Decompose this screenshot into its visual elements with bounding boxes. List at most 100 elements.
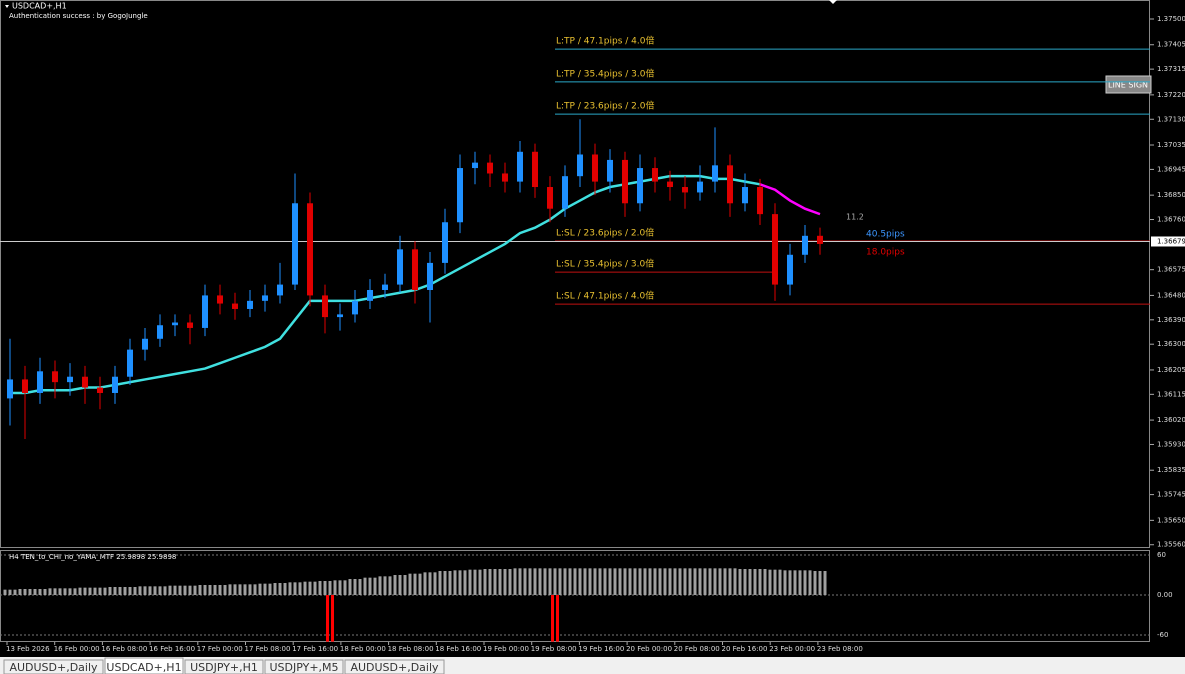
histogram-bar (3, 589, 7, 595)
histogram-bar (263, 583, 267, 595)
y-tick-label: 1.36760 (1157, 216, 1185, 224)
tab-label[interactable]: USDJPY+,M5 (269, 661, 338, 674)
level-label: L:TP / 47.1pips / 4.0倍 (556, 35, 654, 47)
candle-body (457, 168, 463, 223)
current-price-box (1151, 236, 1185, 247)
tab[interactable] (264, 659, 344, 674)
histogram-bar (333, 580, 337, 595)
sub-frame (0, 550, 1150, 642)
histogram-bar (153, 586, 157, 595)
candle-body (157, 325, 163, 339)
moving-average (759, 183, 821, 216)
candle-body (382, 284, 388, 290)
button-label[interactable]: LINE SIGN (1108, 81, 1148, 90)
x-tick-label: 20 Feb 08:00 (674, 645, 720, 653)
histogram-bar (823, 571, 827, 595)
histogram-bar (618, 568, 622, 595)
x-tick-label: 17 Feb 16:00 (292, 645, 338, 653)
histogram-bar (813, 571, 817, 595)
histogram-bar (438, 571, 442, 595)
line-sign-button[interactable] (1105, 75, 1152, 94)
histogram-bar (33, 589, 37, 595)
histogram-bar (463, 570, 467, 595)
level-label: L:TP / 23.6pips / 2.0倍 (556, 100, 654, 112)
histogram-bar (788, 570, 792, 595)
histogram-bar (218, 585, 222, 595)
symbol-label: USDCAD+,H1 (12, 2, 67, 11)
histogram-bar (383, 576, 387, 595)
histogram-bar (768, 569, 772, 595)
tab[interactable] (184, 659, 264, 674)
histogram-bar (278, 583, 282, 595)
candle-body (547, 187, 553, 209)
tab-label[interactable]: AUDUSD+,Daily (350, 661, 439, 674)
histogram-bar (283, 583, 287, 595)
histogram-bar (638, 568, 642, 595)
histogram-bar (298, 582, 302, 595)
histogram-bar (93, 587, 97, 595)
level-label: L:SL / 23.6pips / 2.0倍 (556, 226, 654, 238)
histogram-bar (228, 584, 232, 595)
histogram-bar (818, 571, 822, 595)
histogram-bar (793, 570, 797, 595)
y-tick-label: 1.36480 (1157, 291, 1185, 299)
tab-label[interactable]: USDCAD+,H1 (106, 661, 181, 674)
y-tick-label: 1.35745 (1157, 491, 1185, 499)
tab-label[interactable]: USDJPY+,H1 (190, 661, 258, 674)
histogram-bar (748, 569, 752, 595)
histogram-bar (378, 576, 382, 595)
candle-body (7, 379, 13, 399)
histogram-bar (178, 585, 182, 595)
y-tick-label: 1.36020 (1157, 416, 1185, 424)
histogram-bar (138, 586, 142, 595)
histogram-bar (323, 581, 327, 595)
histogram-bar (473, 569, 477, 595)
y-tick-label: 1.37315 (1157, 65, 1185, 73)
histogram-bar (28, 589, 32, 595)
histogram-bar (258, 583, 262, 595)
tab[interactable] (3, 659, 104, 674)
x-tick-label: 16 Feb 00:00 (54, 645, 100, 653)
candle-body (397, 249, 403, 285)
histogram-bar (373, 577, 377, 595)
x-tick-label: 18 Feb 16:00 (435, 645, 481, 653)
histogram-bar (13, 589, 17, 595)
histogram-bar (513, 568, 517, 595)
histogram-bar (223, 585, 227, 595)
histogram-bar (408, 573, 412, 595)
candle-body (607, 159, 613, 182)
histogram-bar (658, 568, 662, 595)
histogram-bar (273, 583, 277, 595)
main-frame (0, 0, 1150, 548)
histogram-bar (58, 588, 62, 595)
tab[interactable] (104, 657, 184, 674)
histogram-bar (243, 584, 247, 595)
candle-body (247, 300, 253, 309)
y-tick-label: 1.36575 (1157, 266, 1185, 274)
menu-arrow[interactable] (5, 5, 9, 8)
histogram-bar (493, 569, 497, 595)
candle-body (262, 295, 268, 301)
histogram-bar (713, 568, 717, 595)
histogram-bar (718, 568, 722, 595)
candle-body (322, 295, 328, 318)
tab-label[interactable]: AUDUSD+,Daily (9, 661, 98, 674)
histogram-bar (683, 568, 687, 595)
histogram-bar (188, 585, 192, 595)
candle-body (67, 376, 73, 383)
candle-body (22, 379, 28, 393)
candle-body (427, 262, 433, 290)
histogram-bar (558, 568, 562, 595)
candle-body (652, 168, 658, 182)
level-label: L:TP / 35.4pips / 3.0倍 (556, 67, 654, 79)
histogram-bar (478, 569, 482, 595)
x-tick-label: 23 Feb 08:00 (817, 645, 863, 653)
tab[interactable] (344, 659, 445, 674)
candle-body (487, 162, 493, 174)
histogram-bar (388, 576, 392, 595)
histogram-bar (303, 581, 307, 595)
candle-body (502, 173, 508, 182)
